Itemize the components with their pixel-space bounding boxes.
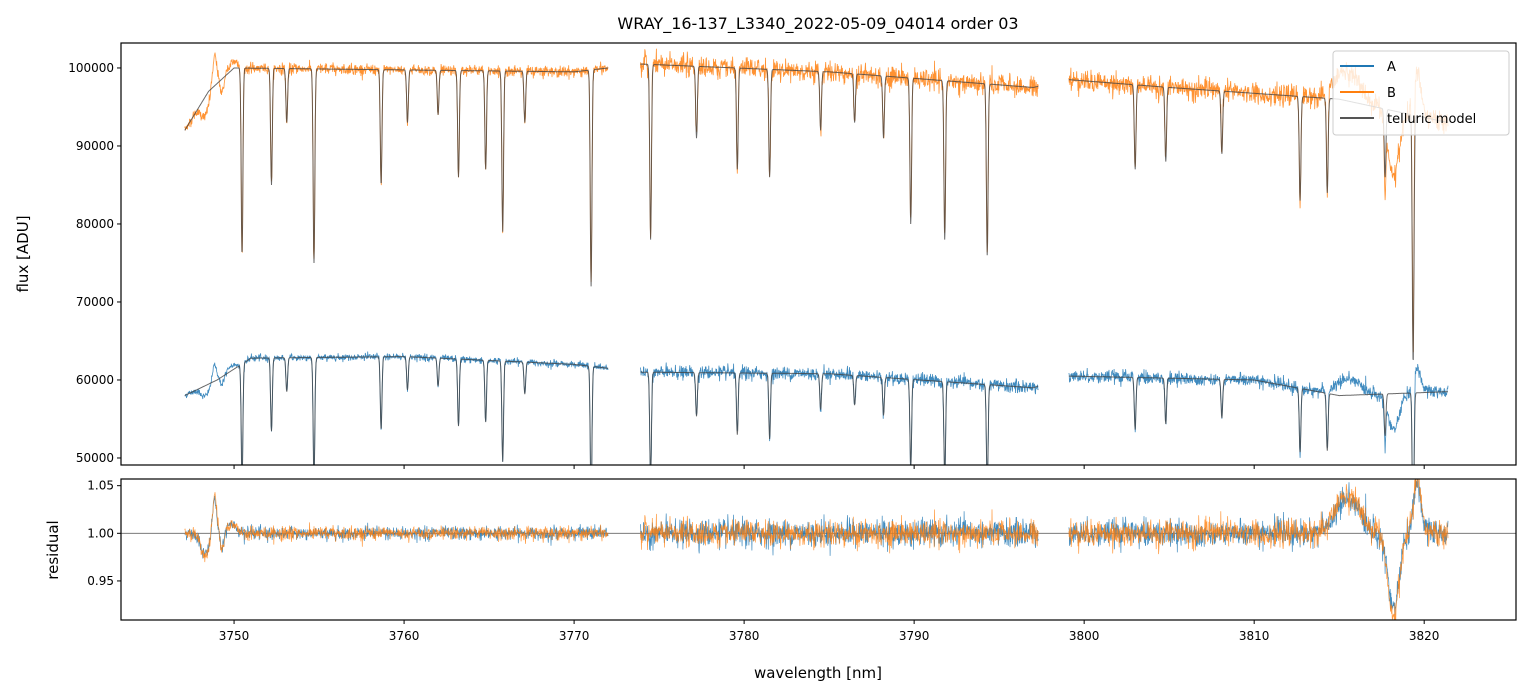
chart-title: WRAY_16-137_L3340_2022-05-09_04014 order… xyxy=(617,14,1018,34)
legend-label-a: A xyxy=(1387,60,1396,75)
telluric-model-a-line xyxy=(1068,375,1448,465)
legend: A B telluric model xyxy=(1332,50,1510,136)
top-axes-frame xyxy=(120,42,1517,466)
bottom-axes-frame xyxy=(120,478,1517,621)
flux-panel: 50000 60000 70000 80000 90000 100000 xyxy=(68,42,1517,469)
x-axis-label: wavelength [nm] xyxy=(754,664,882,682)
y-tick-label: 80000 xyxy=(76,217,114,231)
residual-b-line xyxy=(184,492,609,563)
residual-b-line xyxy=(640,509,1039,554)
telluric-model-b-line xyxy=(640,63,1039,256)
legend-label-b: B xyxy=(1387,86,1396,101)
bottom-y-label: residual xyxy=(44,520,62,579)
y-tick-label: 1.05 xyxy=(87,479,114,493)
y-tick-label: 0.95 xyxy=(87,574,114,588)
series-a-line xyxy=(1068,363,1449,465)
y-tick-label: 100000 xyxy=(68,61,114,75)
telluric-model-b-line xyxy=(184,67,609,287)
telluric-model-a-line xyxy=(640,371,1039,465)
x-tick-label: 3760 xyxy=(389,629,420,643)
y-tick-label: 90000 xyxy=(76,139,114,153)
telluric-model-a-line xyxy=(184,356,609,465)
y-tick-label: 70000 xyxy=(76,295,114,309)
residual-panel: 0.95 1.00 1.05 3750 3760 3770 3780 3790 3800 3810… xyxy=(87,478,1517,643)
top-y-label: flux [ADU] xyxy=(14,215,32,292)
residual-a-line xyxy=(184,495,609,559)
series-a-line xyxy=(640,362,1039,465)
x-tick-label: 3800 xyxy=(1069,629,1100,643)
x-tick-label: 3820 xyxy=(1409,629,1440,643)
x-tick-label: 3790 xyxy=(899,629,930,643)
legend-label-model: telluric model xyxy=(1387,112,1476,127)
series-b-line xyxy=(1068,62,1449,353)
x-tick-label: 3770 xyxy=(559,629,590,643)
y-tick-label: 1.00 xyxy=(87,526,114,540)
residual-b-line xyxy=(1068,479,1449,620)
x-tick-label: 3780 xyxy=(729,629,760,643)
y-tick-label: 50000 xyxy=(76,451,114,465)
series-b-line xyxy=(640,48,1039,253)
x-tick-label: 3750 xyxy=(219,629,250,643)
series-b-line xyxy=(184,52,609,283)
telluric-model-b-line xyxy=(1068,79,1449,361)
y-tick-label: 60000 xyxy=(76,373,114,387)
x-tick-label: 3810 xyxy=(1239,629,1270,643)
